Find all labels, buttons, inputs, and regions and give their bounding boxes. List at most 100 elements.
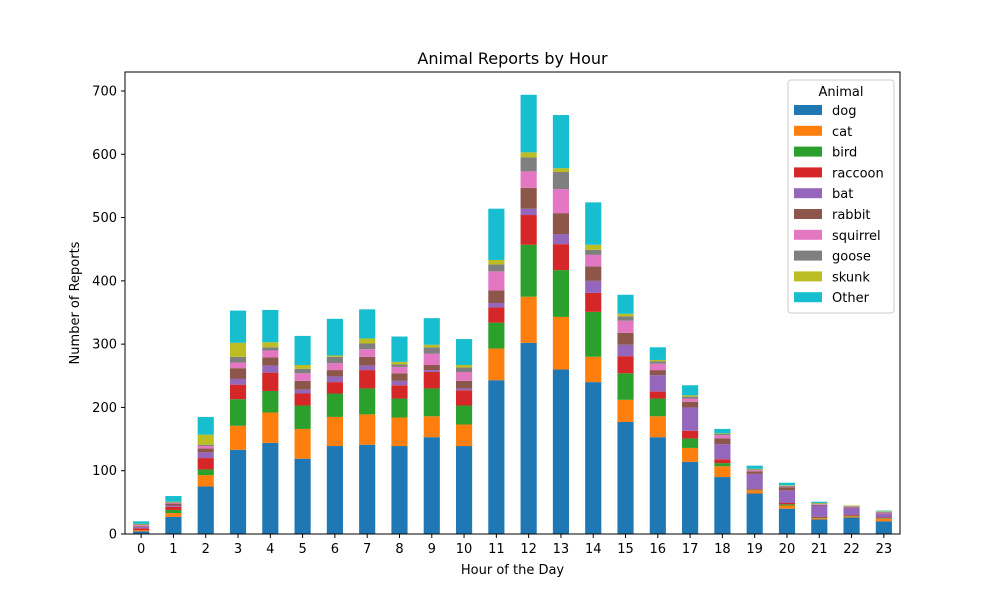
- legend-swatch-other: [794, 292, 822, 303]
- bar-segment-dog-hour-16: [649, 437, 666, 534]
- bar-segment-bat-hour-12: [520, 208, 537, 216]
- bar-segment-goose-hour-13: [552, 171, 570, 190]
- legend-swatch-bird: [794, 146, 822, 157]
- legend-label-skunk: skunk: [832, 270, 870, 285]
- bar-segment-squirrel-hour-2: [197, 446, 214, 449]
- bar-segment-other-hour-4: [262, 309, 279, 343]
- bar-segment-rabbit-hour-16: [649, 370, 666, 376]
- x-tick-label: 19: [746, 542, 763, 557]
- bars-layer: [133, 94, 892, 534]
- legend-swatch-dog: [794, 105, 822, 115]
- legend-label-raccoon: raccoon: [832, 166, 884, 181]
- bar-segment-raccoon-hour-7: [359, 370, 376, 389]
- bar-segment-squirrel-hour-0: [133, 525, 150, 527]
- bar-segment-bird-hour-10: [455, 405, 473, 425]
- x-tick-label: 18: [714, 542, 731, 557]
- bar-segment-dog-hour-6: [326, 446, 343, 534]
- bar-segment-bat-hour-17: [682, 407, 699, 431]
- legend-swatch-bat: [794, 188, 822, 199]
- bar-segment-rabbit-hour-17: [682, 401, 699, 408]
- bar-segment-bird-hour-7: [359, 388, 376, 415]
- bar-segment-skunk-hour-8: [391, 361, 408, 365]
- bar-segment-squirrel-hour-3: [229, 362, 247, 369]
- bar-segment-cat-hour-22: [843, 516, 860, 518]
- bar-segment-rabbit-hour-6: [326, 370, 343, 377]
- bar-segment-squirrel-hour-7: [359, 349, 376, 357]
- bar-segment-squirrel-hour-19: [746, 470, 763, 472]
- bar-segment-cat-hour-23: [875, 518, 892, 522]
- bar-segment-bird-hour-17: [682, 438, 699, 448]
- x-tick-label: 4: [266, 542, 274, 557]
- bar-segment-raccoon-hour-4: [262, 372, 279, 391]
- bar-segment-dog-hour-13: [552, 369, 570, 534]
- bar-segment-cat-hour-8: [391, 417, 408, 447]
- bar-segment-bird-hour-14: [585, 311, 602, 357]
- bar-segment-bat-hour-8: [391, 380, 408, 386]
- bar-segment-bird-hour-2: [197, 469, 214, 476]
- x-axis: 0 1 2 3 4 5 6 7 8 9 10 11 12 13 14 15 16 17 18 19 20 21 22 23: [137, 534, 892, 557]
- y-tick-label: 600: [92, 148, 117, 163]
- y-tick-label: 300: [92, 338, 117, 353]
- bar-segment-skunk-hour-0: [133, 523, 150, 525]
- bar-segment-other-hour-3: [229, 310, 247, 343]
- bar-segment-other-hour-20: [778, 482, 796, 486]
- legend-label-cat: cat: [832, 125, 852, 140]
- bar-segment-rabbit-hour-2: [197, 448, 214, 453]
- bar-segment-squirrel-hour-1: [165, 502, 182, 504]
- x-tick-label: 10: [456, 542, 473, 557]
- bar-segment-dog-hour-14: [585, 382, 602, 534]
- bar-segment-bat-hour-16: [649, 375, 666, 392]
- bar-segment-skunk-hour-20: [778, 485, 796, 486]
- legend-swatch-cat: [794, 125, 822, 136]
- bar-segment-goose-hour-4: [262, 347, 279, 351]
- bar-segment-bird-hour-19: [746, 489, 763, 491]
- bar-segment-squirrel-hour-6: [326, 363, 343, 371]
- bar-segment-dog-hour-21: [811, 519, 828, 534]
- bar-segment-rabbit-hour-8: [391, 373, 408, 381]
- bar-segment-dog-hour-17: [682, 461, 699, 534]
- y-axis: 0 100 200 300 400 500 600 700: [92, 84, 125, 543]
- bar-segment-dog-hour-19: [746, 493, 763, 534]
- x-tick-label: 12: [520, 542, 537, 557]
- bar-segment-dog-hour-7: [359, 444, 376, 534]
- bar-segment-goose-hour-8: [391, 364, 408, 367]
- bar-segment-dog-hour-9: [423, 437, 440, 534]
- bar-segment-dog-hour-22: [843, 517, 860, 534]
- bar-segment-other-hour-21: [811, 501, 828, 503]
- x-tick-label: 6: [331, 542, 339, 557]
- bar-segment-squirrel-hour-18: [714, 435, 731, 439]
- y-tick-label: 200: [92, 401, 117, 416]
- y-tick-label: 0: [109, 528, 117, 543]
- bar-segment-cat-hour-20: [778, 505, 796, 509]
- bar-segment-bird-hour-6: [326, 393, 343, 417]
- bar-segment-cat-hour-1: [165, 513, 182, 517]
- bar-segment-goose-hour-14: [585, 249, 602, 255]
- bar-segment-raccoon-hour-1: [165, 506, 182, 510]
- bar-segment-skunk-hour-13: [552, 168, 570, 172]
- bar-segment-raccoon-hour-9: [423, 371, 440, 389]
- bar-segment-rabbit-hour-14: [585, 266, 602, 281]
- bar-segment-bat-hour-11: [488, 303, 505, 308]
- bar-segment-cat-hour-10: [455, 424, 473, 447]
- bar-segment-bat-hour-20: [778, 490, 796, 503]
- bar-segment-bird-hour-21: [811, 517, 828, 519]
- bar-segment-bat-hour-7: [359, 365, 376, 371]
- legend-label-dog: dog: [832, 104, 856, 119]
- bar-segment-bird-hour-16: [649, 398, 666, 417]
- bar-segment-dog-hour-10: [455, 446, 473, 534]
- bar-segment-raccoon-hour-12: [520, 215, 537, 245]
- bar-segment-skunk-hour-12: [520, 152, 537, 158]
- bar-segment-goose-hour-11: [488, 264, 505, 272]
- bar-segment-rabbit-hour-1: [165, 503, 182, 506]
- bar-segment-cat-hour-4: [262, 412, 279, 443]
- bar-segment-rabbit-hour-23: [875, 513, 892, 514]
- legend-swatch-skunk: [794, 271, 822, 282]
- bar-segment-raccoon-hour-8: [391, 385, 408, 399]
- bar-segment-raccoon-hour-6: [326, 382, 343, 394]
- legend-swatch-squirrel: [794, 229, 822, 240]
- bar-segment-other-hour-17: [682, 385, 699, 396]
- bar-segment-other-hour-2: [197, 416, 214, 435]
- bar-segment-cat-hour-21: [811, 518, 828, 520]
